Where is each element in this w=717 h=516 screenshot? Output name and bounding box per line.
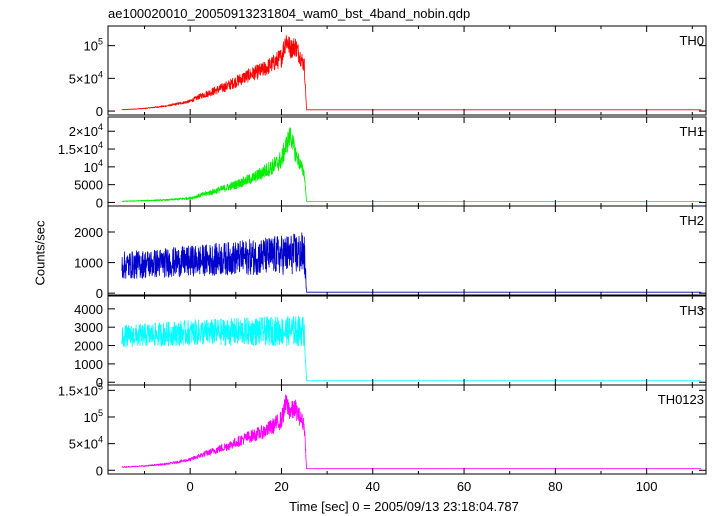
x-tick-label: 20 xyxy=(274,479,288,494)
series-label-th1: TH1 xyxy=(679,124,704,139)
y-tick-label: 1.5×104 xyxy=(58,140,103,157)
x-tick-label: 40 xyxy=(366,479,380,494)
y-tick-label: 0 xyxy=(96,195,103,210)
series-label-th2: TH2 xyxy=(679,213,704,228)
y-tick-label: 2×104 xyxy=(69,122,103,139)
y-tick-label: 105 xyxy=(84,408,103,425)
y-tick-label: 1.5×105 xyxy=(58,381,103,398)
series-th2-line xyxy=(121,232,702,293)
x-tick-label: 80 xyxy=(548,479,562,494)
y-tick-label: 0 xyxy=(96,286,103,301)
y-tick-label: 5×104 xyxy=(69,69,103,86)
y-tick-label: 4000 xyxy=(74,302,103,317)
series-th0-line xyxy=(121,34,702,111)
x-tick-label: 100 xyxy=(636,479,658,494)
panel-frame-th2 xyxy=(107,205,707,296)
y-tick-label: 3000 xyxy=(74,320,103,335)
panel-frame-th0 xyxy=(107,25,707,116)
panel-frame-th1 xyxy=(107,116,707,207)
y-tick-label: 2000 xyxy=(74,225,103,240)
series-th3-line xyxy=(121,315,702,382)
x-axis-label: Time [sec] 0 = 2005/09/13 23:18:04.787 xyxy=(289,499,519,514)
series-th0123-line xyxy=(121,394,702,470)
y-tick-label: 0 xyxy=(96,104,103,119)
series-label-th3: TH3 xyxy=(679,303,704,318)
y-tick-label: 105 xyxy=(84,37,103,54)
series-label-th0: TH0 xyxy=(679,33,704,48)
y-tick-label: 0 xyxy=(96,463,103,478)
y-tick-label: 5000 xyxy=(74,178,103,193)
y-tick-label: 2000 xyxy=(74,339,103,354)
series-label-th0123: TH0123 xyxy=(658,392,704,407)
y-tick-label: 0 xyxy=(96,375,103,390)
y-tick-label: 5×104 xyxy=(69,435,103,452)
chart-title: ae100020010_20050913231804_wam0_bst_4ban… xyxy=(108,6,471,21)
y-tick-label: 1000 xyxy=(74,357,103,372)
x-tick-label: 60 xyxy=(457,479,471,494)
series-th1-line xyxy=(121,127,702,203)
y-tick-label: 104 xyxy=(84,158,103,175)
y-tick-label: 1000 xyxy=(74,256,103,271)
panel-frame-th0123 xyxy=(107,384,707,475)
x-tick-label: 0 xyxy=(187,479,194,494)
